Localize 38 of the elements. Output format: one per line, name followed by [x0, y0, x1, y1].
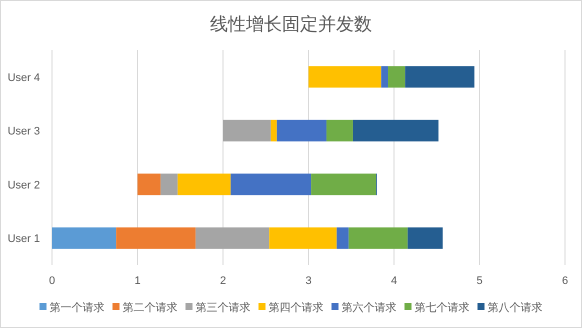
x-tick-label: 0 [48, 275, 56, 287]
bar [348, 227, 408, 249]
y-tick-label: User 4 [8, 72, 40, 84]
bar [138, 174, 161, 196]
bar [308, 66, 382, 88]
y-tick-label: User 1 [8, 233, 40, 246]
legend-label: 第二个请求 [122, 301, 178, 314]
legend-label: 第四个请求 [268, 301, 324, 314]
bar [326, 120, 353, 142]
y-tick-label: User 3 [8, 126, 40, 138]
bar [405, 66, 474, 88]
x-tick-label: 6 [562, 275, 568, 287]
bar [160, 174, 178, 196]
legend-label: 第八个请求 [488, 301, 542, 314]
y-tick-label: User 2 [8, 179, 40, 192]
bar [269, 227, 337, 249]
bar [230, 174, 312, 196]
bar [270, 120, 277, 142]
bar [388, 66, 406, 88]
chart-title: 线性增长固定并发数 [210, 14, 372, 34]
legend-label: 第一个请求 [50, 301, 104, 314]
x-tick-label: 3 [305, 275, 312, 287]
bar [196, 227, 270, 249]
bar [408, 227, 443, 249]
bar [276, 120, 326, 142]
legend-label: 第七个请求 [414, 301, 470, 314]
legend-label: 第六个请求 [342, 301, 396, 314]
bar [381, 66, 388, 88]
bar [178, 174, 231, 196]
x-tick-label: 5 [476, 275, 483, 287]
x-tick-label: 2 [220, 275, 226, 287]
legend-label: 第三个请求 [196, 301, 250, 314]
bar [223, 120, 271, 142]
bar [311, 174, 376, 196]
x-tick-label: 1 [134, 275, 141, 287]
bar [336, 227, 349, 249]
bar [352, 120, 438, 142]
x-tick-label: 4 [390, 275, 398, 287]
